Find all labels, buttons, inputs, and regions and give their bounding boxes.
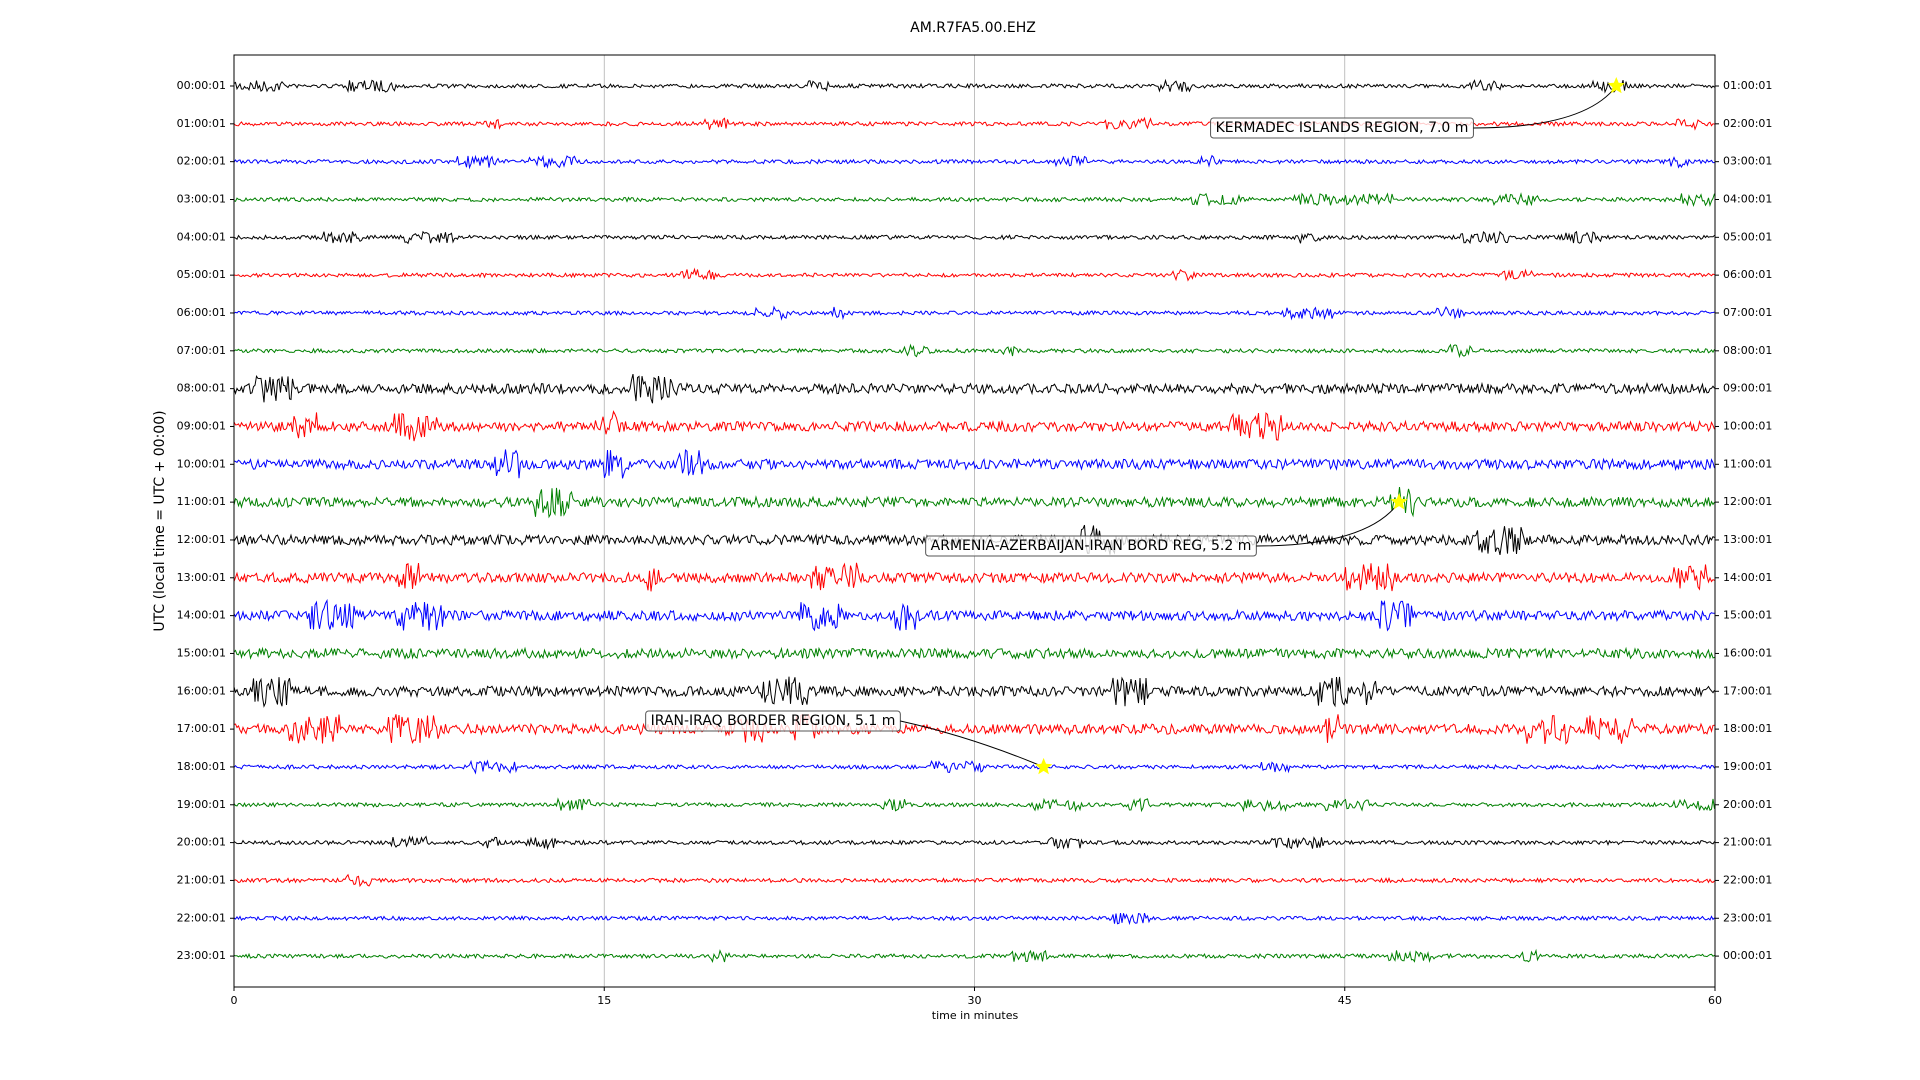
y-tick-label: 14:00:01 (177, 609, 226, 622)
x-tick-label: 0 (231, 994, 238, 1007)
trace (233, 873, 1715, 888)
y-tick-label: 19:00:01 (177, 798, 226, 811)
x-tick-label: 45 (1338, 994, 1352, 1007)
y-tick-label: 08:00:01 (177, 382, 226, 395)
y2-tick-label: 06:00:01 (1723, 268, 1772, 281)
y2-tick-label: 22:00:01 (1723, 873, 1772, 886)
annotation-arrow (900, 720, 1044, 768)
y2-tick-label: 21:00:01 (1723, 836, 1772, 849)
y-tick-label: 21:00:01 (177, 873, 226, 886)
trace (233, 759, 1715, 775)
y-tick-label: 11:00:01 (177, 495, 226, 508)
trace (233, 373, 1715, 404)
event-marker (1390, 493, 1408, 510)
trace (233, 948, 1715, 963)
trace (233, 835, 1715, 851)
x-axis-label: time in minutes (932, 1009, 1019, 1022)
y-tick-label: 00:00:01 (177, 79, 226, 92)
event-marker (1607, 77, 1625, 94)
trace (233, 154, 1715, 170)
trace (233, 676, 1715, 708)
y2-tick-label: 08:00:01 (1723, 344, 1772, 357)
y-tick-label: 04:00:01 (177, 230, 226, 243)
trace (233, 912, 1715, 926)
trace (233, 797, 1715, 813)
y2-tick-label: 15:00:01 (1723, 609, 1772, 622)
x-tick-label: 30 (968, 994, 982, 1007)
annotation: IRAN-IRAQ BORDER REGION, 5.1 m (645, 710, 1044, 768)
trace (233, 78, 1715, 94)
annotation: KERMADEC ISLANDS REGION, 7.0 m (1210, 85, 1617, 139)
y2-tick-label: 02:00:01 (1723, 117, 1772, 130)
y2-tick-label: 23:00:01 (1723, 911, 1772, 924)
chart-title: AM.R7FA5.00.EHZ (910, 20, 1036, 36)
y-tick-label: 06:00:01 (177, 306, 226, 319)
annotation-label: IRAN-IRAQ BORDER REGION, 5.1 m (651, 713, 896, 729)
trace (233, 487, 1715, 519)
y2-tick-label: 17:00:01 (1723, 684, 1772, 697)
trace (233, 230, 1715, 245)
plot-frame (233, 54, 1716, 988)
y-tick-label: 12:00:01 (177, 533, 226, 546)
y-tick-label: 23:00:01 (177, 949, 226, 962)
y-tick-label: 01:00:01 (177, 117, 226, 130)
x-tick-label: 60 (1708, 994, 1722, 1007)
y2-tick-label: 18:00:01 (1723, 722, 1772, 735)
y2-tick-label: 03:00:01 (1723, 155, 1772, 168)
y-tick-label: 16:00:01 (177, 684, 226, 697)
y-tick-label: 09:00:01 (177, 419, 226, 432)
y-tick-label: 13:00:01 (177, 571, 226, 584)
annotation: ARMENIA-AZERBAIJAN-IRAN BORD REG, 5.2 m (925, 501, 1400, 557)
y-tick-label: 22:00:01 (177, 911, 226, 924)
y2-tick-label: 14:00:01 (1723, 571, 1772, 584)
y-tick-label: 17:00:01 (177, 722, 226, 735)
trace (233, 192, 1715, 208)
trace (233, 267, 1715, 282)
y-tick-label: 02:00:01 (177, 155, 226, 168)
annotation-label: KERMADEC ISLANDS REGION, 7.0 m (1216, 120, 1469, 136)
trace (233, 449, 1715, 479)
y2-tick-label: 09:00:01 (1723, 382, 1772, 395)
trace (233, 562, 1715, 592)
y2-tick-label: 07:00:01 (1723, 306, 1772, 319)
y-tick-label: 03:00:01 (177, 192, 226, 205)
y-tick-label: 07:00:01 (177, 344, 226, 357)
y2-tick-label: 00:00:01 (1723, 949, 1772, 962)
y-tick-label: 20:00:01 (177, 836, 226, 849)
y2-tick-label: 11:00:01 (1723, 457, 1772, 470)
annotation-label: ARMENIA-AZERBAIJAN-IRAN BORD REG, 5.2 m (931, 538, 1252, 554)
annotation-arrow (1256, 501, 1400, 547)
y-tick-label: 05:00:01 (177, 268, 226, 281)
trace (233, 305, 1715, 321)
trace (233, 646, 1715, 661)
annotation-arrow (1473, 85, 1617, 129)
y2-tick-label: 13:00:01 (1723, 533, 1772, 546)
trace (233, 410, 1715, 442)
trace (233, 713, 1715, 745)
trace (233, 343, 1715, 359)
event-marker (1035, 757, 1053, 775)
y2-tick-label: 04:00:01 (1723, 192, 1772, 205)
y2-tick-label: 01:00:01 (1723, 79, 1772, 92)
y-tick-label: 18:00:01 (177, 760, 226, 773)
y-tick-label: 15:00:01 (177, 646, 226, 659)
y-axis-label: UTC (local time = UTC + 00:00) (152, 410, 168, 631)
y2-tick-label: 05:00:01 (1723, 230, 1772, 243)
y2-tick-label: 20:00:01 (1723, 798, 1772, 811)
y-tick-label: 10:00:01 (177, 457, 226, 470)
y2-tick-label: 10:00:01 (1723, 419, 1772, 432)
y2-tick-label: 16:00:01 (1723, 646, 1772, 659)
y2-tick-label: 19:00:01 (1723, 760, 1772, 773)
y2-tick-label: 12:00:01 (1723, 495, 1772, 508)
trace (233, 598, 1715, 632)
x-tick-label: 15 (597, 994, 611, 1007)
